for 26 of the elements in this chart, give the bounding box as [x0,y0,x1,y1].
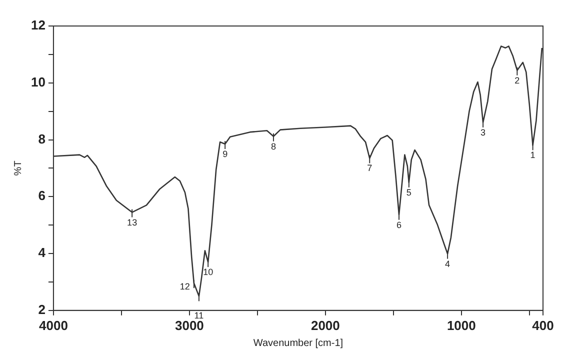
y-tick-label: 10 [30,74,46,90]
y-tick-label: 8 [38,131,46,146]
annotation: 8 [270,141,276,152]
y-tick-label: 4 [38,245,46,260]
x-tick-label: 1000 [446,318,476,333]
annotation: 9 [222,149,228,160]
annotation: 1 [530,150,536,160]
annotation: 11 [194,310,204,320]
x-tick-label: 3000 [174,318,204,333]
x-tick-label: 2000 [310,318,340,333]
annotation: 3 [480,127,486,138]
x-tick-label: 4000 [39,318,68,333]
annotation: 6 [396,220,402,230]
annotation: 7 [367,163,372,174]
annotation: 12 [180,282,190,292]
annotation: 10 [203,267,214,278]
y-tick-label: 6 [38,188,46,204]
annotation: 5 [406,187,412,198]
x-tick-label: 400 [532,318,554,333]
y-axis-title: %T [12,160,24,176]
y-tick-label: 2 [38,302,46,317]
y-tick-label: 12 [30,18,46,33]
x-axis-title: Wavenumber [cm-1] [253,338,344,349]
annotation: 4 [445,258,450,269]
annotation: 2 [514,75,520,86]
annotation: 13 [127,217,138,228]
